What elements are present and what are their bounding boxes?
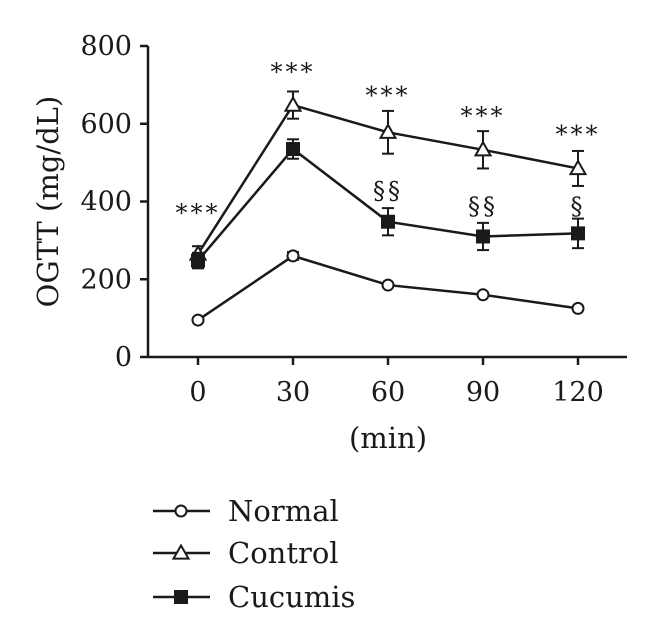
y-tick-label: 600 (80, 109, 132, 140)
data-point-control (378, 122, 398, 139)
legend-marker-cucumis (174, 590, 188, 604)
data-point-cucumis (571, 226, 585, 241)
significance-stars: *** (366, 82, 411, 110)
data-point-normal (476, 288, 490, 302)
data-point-control (473, 140, 493, 157)
data-point-normal (571, 301, 585, 315)
annotations: ***************§§§§ § (176, 58, 601, 227)
legend-marker-normal (174, 504, 188, 518)
legend-label: Cucumis (228, 580, 355, 614)
series-control (188, 90, 588, 263)
significance-section: § (571, 193, 586, 221)
data-point-control (568, 158, 588, 176)
significance-section: §§ (373, 177, 403, 205)
legend-marker-control (171, 543, 191, 560)
data-point-cucumis (476, 229, 490, 244)
data-point-control (283, 95, 303, 112)
y-tick-label: 0 (115, 342, 132, 373)
legend-label: Control (228, 536, 339, 570)
data-point-cucumis (381, 214, 395, 229)
x-tick-label: 30 (276, 377, 310, 408)
legend-item-cucumis: Cucumis (153, 580, 355, 614)
legend-item-control: Control (153, 536, 339, 570)
significance-section: §§ (468, 193, 498, 221)
series-normal (191, 249, 585, 327)
y-axis-label: OGTT (mg/dL) (31, 96, 65, 308)
significance-stars: *** (556, 120, 601, 148)
x-axis-label: (min) (349, 421, 427, 455)
data-point-normal (286, 249, 300, 263)
legend: Normal Control Cucumis (153, 494, 355, 614)
data-point-cucumis (191, 253, 205, 268)
data-point-normal (191, 313, 205, 327)
significance-stars: *** (461, 102, 506, 130)
series-layer (188, 90, 588, 327)
y-tick-label: 800 (80, 31, 132, 62)
axes: 0 200 400 600 800 0 30 60 90 120 OGTT (mg/dL) (min) (31, 31, 627, 455)
significance-stars: *** (271, 58, 316, 86)
significance-stars: *** (176, 199, 221, 227)
x-tick-label: 120 (552, 377, 604, 408)
x-tick-label: 0 (189, 377, 206, 408)
legend-label: Normal (228, 494, 339, 528)
series-cucumis (191, 138, 585, 270)
y-tick-label: 400 (80, 187, 132, 218)
x-tick-label: 90 (466, 377, 500, 408)
x-tick-label: 60 (371, 377, 405, 408)
data-point-normal (381, 278, 395, 292)
data-point-cucumis (286, 142, 300, 157)
y-tick-label: 200 (80, 264, 132, 295)
legend-item-normal: Normal (153, 494, 339, 528)
